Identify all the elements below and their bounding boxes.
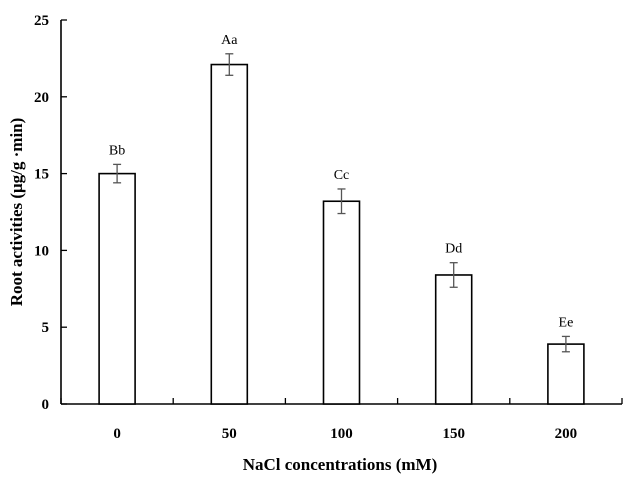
significance-label-50: Aa [221, 33, 238, 48]
error-bar-100 [337, 188, 346, 215]
bar-50 [210, 63, 249, 405]
significance-labels: Bb Aa Cc Dd Ee [109, 33, 573, 331]
x-tick-label: 200 [555, 426, 578, 442]
bar-100 [322, 200, 361, 405]
bar-0 [98, 172, 136, 405]
y-axis-title: Root activities (μg/g ·min) [7, 118, 26, 307]
y-tick-label: 10 [34, 243, 49, 259]
error-bars [113, 53, 570, 353]
y-tick-label: 25 [34, 13, 49, 29]
significance-label-100: Cc [334, 168, 350, 183]
x-tick-label: 150 [442, 426, 465, 442]
bar-200 [547, 343, 585, 405]
y-tick-label: 15 [34, 167, 49, 183]
y-tick-label: 5 [42, 320, 50, 336]
significance-label-200: Ee [559, 315, 574, 330]
x-tick-label: 0 [113, 426, 121, 442]
significance-label-0: Bb [109, 143, 125, 158]
x-tick-label: 50 [222, 426, 237, 442]
x-tick-label: 100 [330, 426, 353, 442]
y-tick-label: 0 [42, 397, 50, 413]
error-bar-150 [449, 262, 458, 288]
error-bar-200 [561, 335, 570, 353]
x-axis-title: NaCl concentrations (mM) [243, 455, 438, 474]
x-axis: 0 50 100 150 200 [60, 398, 623, 442]
error-bar-0 [113, 163, 122, 184]
y-tick-label: 20 [34, 90, 49, 106]
bars [98, 63, 585, 405]
y-axis: 0 5 10 15 20 25 [34, 13, 67, 413]
significance-label-150: Dd [445, 242, 462, 257]
bar-150 [434, 274, 473, 405]
error-bar-50 [225, 53, 234, 76]
